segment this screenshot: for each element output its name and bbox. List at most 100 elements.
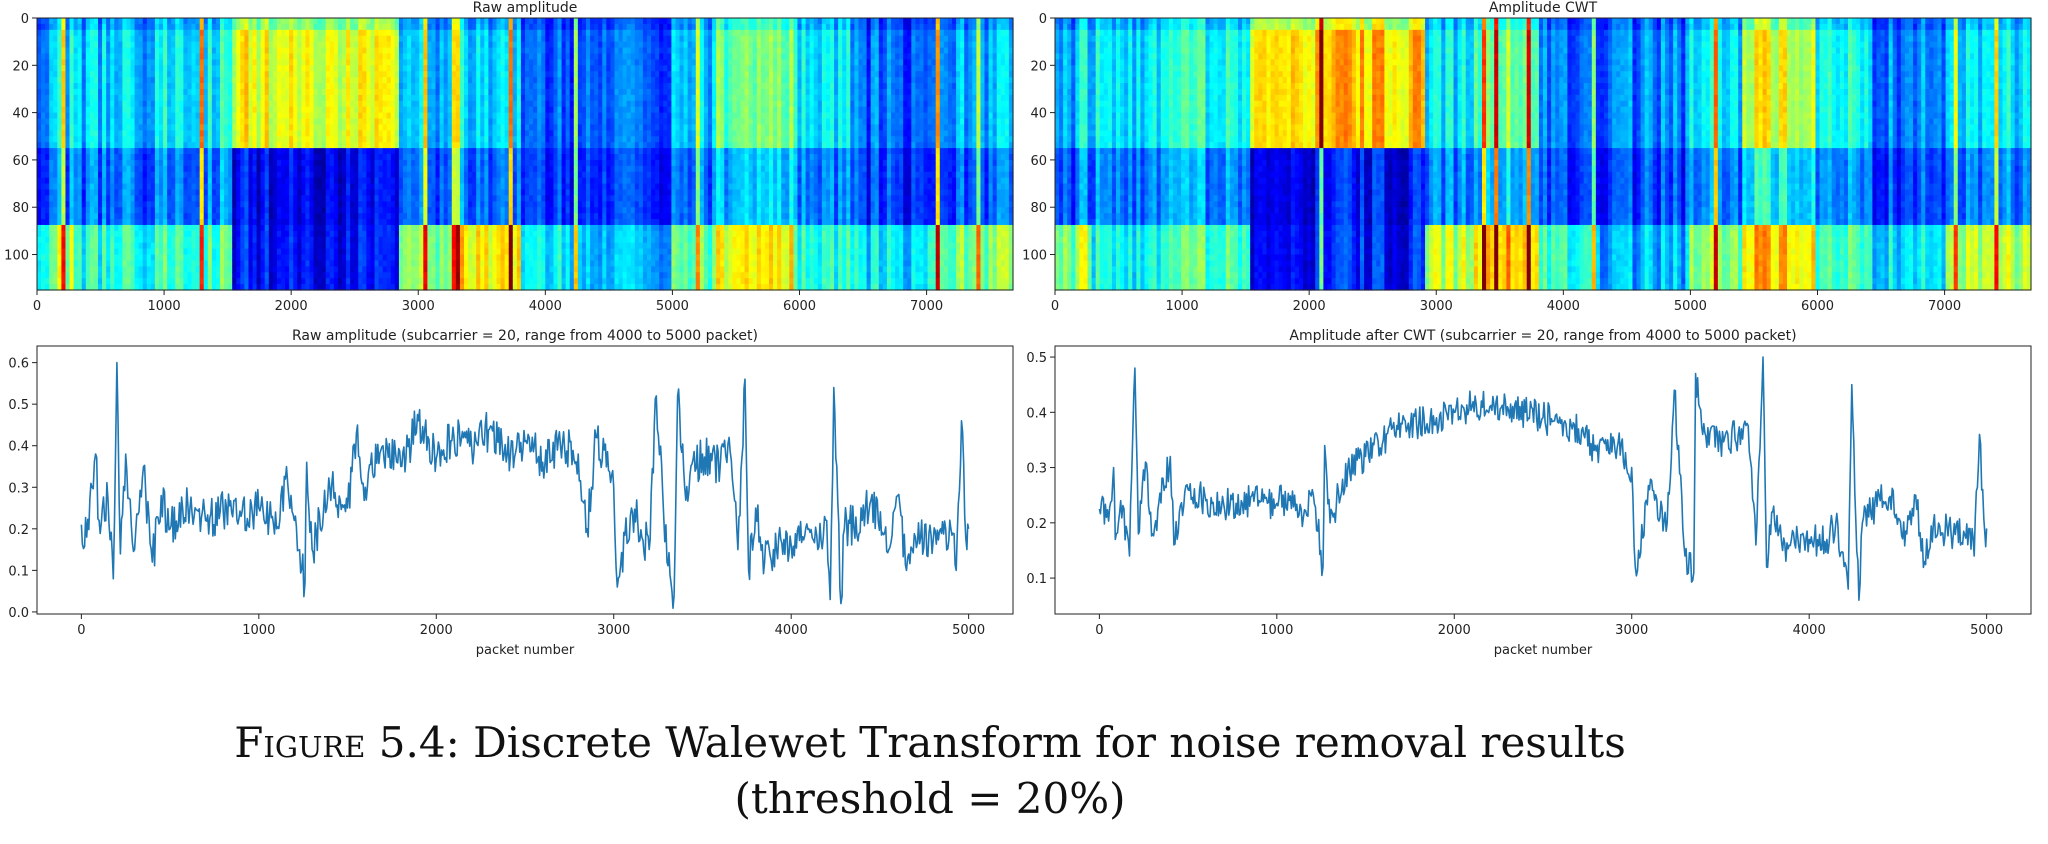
heatmap-cell <box>464 189 469 196</box>
heatmap-cell <box>281 148 286 155</box>
heatmap-cell <box>195 171 201 179</box>
heatmap-cell <box>77 207 83 214</box>
heatmap-cell <box>118 284 123 291</box>
heatmap-cell <box>468 278 473 285</box>
heatmap-cell <box>195 219 201 226</box>
heatmap-cell <box>220 266 225 273</box>
heatmap-cell <box>98 201 103 208</box>
heatmap-cell <box>427 94 433 102</box>
heatmap-cell <box>407 77 412 84</box>
heatmap-cell <box>403 94 408 102</box>
heatmap-cell <box>85 47 91 55</box>
heatmap-cell <box>289 201 294 208</box>
heatmap-cell <box>199 230 205 238</box>
heatmap-cell <box>390 219 396 226</box>
heatmap-cell <box>305 41 311 49</box>
heatmap-cell <box>350 94 355 102</box>
heatmap-cell <box>276 53 282 60</box>
heatmap-cell <box>443 106 449 114</box>
heatmap-cell <box>183 136 189 143</box>
heatmap-cell <box>252 284 258 291</box>
heatmap-cell <box>199 248 205 256</box>
heatmap-cell <box>354 207 359 214</box>
heatmap-cell <box>415 189 420 196</box>
heatmap-cell <box>439 165 445 173</box>
heatmap-cell <box>106 213 111 220</box>
heatmap-cell <box>468 201 473 208</box>
heatmap-cell <box>285 207 290 214</box>
heatmap-cell <box>382 124 388 131</box>
heatmap-cell <box>65 266 71 273</box>
heatmap-cell <box>167 201 172 208</box>
heatmap-cell <box>45 207 50 214</box>
heatmap-cell <box>317 248 323 256</box>
heatmap-cell <box>403 171 408 179</box>
heatmap-cell <box>374 177 380 185</box>
heatmap-cell <box>179 35 184 43</box>
heatmap-cell <box>366 29 372 37</box>
heatmap-cell <box>407 18 412 25</box>
heatmap-cell <box>342 124 347 131</box>
heatmap-cell <box>443 254 449 262</box>
heatmap-cell <box>305 224 311 232</box>
heatmap-cell <box>179 159 184 167</box>
heatmap-cell <box>329 130 335 137</box>
heatmap-cell <box>321 53 327 60</box>
heatmap-cell <box>69 230 75 238</box>
heatmap-cell <box>65 124 71 131</box>
heatmap-cell <box>285 154 290 161</box>
heatmap-cell <box>73 130 79 137</box>
heatmap-cell <box>305 236 311 244</box>
heatmap-cell <box>333 219 339 226</box>
heatmap-cell <box>443 224 449 232</box>
heatmap-cell <box>403 35 408 43</box>
heatmap-cell <box>451 219 457 226</box>
heatmap-cell <box>224 189 229 196</box>
heatmap-cell <box>114 183 119 191</box>
heatmap-cell <box>130 94 136 102</box>
heatmap-cell <box>102 18 107 25</box>
heatmap-cell <box>85 213 91 220</box>
heatmap-cell <box>309 18 315 25</box>
heatmap-cell <box>110 148 115 155</box>
heatmap-cell <box>215 154 221 161</box>
heatmap-cell <box>199 47 205 55</box>
heatmap-cell <box>370 142 376 149</box>
heatmap-cell <box>81 148 87 155</box>
heatmap-cell <box>65 224 71 232</box>
heatmap-cell <box>77 266 83 273</box>
heatmap-cell <box>81 47 87 55</box>
heatmap-cell <box>451 148 457 155</box>
heatmap-cell <box>464 106 469 114</box>
heatmap-cell <box>150 284 156 291</box>
heatmap-cell <box>134 272 140 279</box>
heatmap-cell <box>281 165 286 173</box>
heatmap-cell <box>130 77 136 84</box>
heatmap-cell <box>366 260 372 267</box>
heatmap-cell <box>386 201 392 208</box>
heatmap-cell <box>163 118 168 126</box>
heatmap-cell <box>102 94 107 102</box>
heatmap-cell <box>451 177 457 185</box>
heatmap-cell <box>468 177 473 185</box>
heatmap-cell <box>260 59 266 66</box>
heatmap-cell <box>370 177 376 185</box>
heatmap-cell <box>272 171 278 179</box>
heatmap-cell <box>53 278 58 285</box>
heatmap-cell <box>362 59 367 66</box>
heatmap-cell <box>451 278 457 285</box>
heatmap-cell <box>423 183 428 191</box>
heatmap-cell <box>126 23 132 31</box>
heatmap-cell <box>374 260 380 267</box>
heatmap-cell <box>61 242 67 250</box>
heatmap-cell <box>362 207 367 214</box>
heatmap-cell <box>69 130 75 137</box>
heatmap-cell <box>199 23 205 31</box>
heatmap-cell <box>150 213 156 220</box>
heatmap-cell <box>45 59 50 66</box>
heatmap-cell <box>244 278 250 285</box>
heatmap-cell <box>309 59 315 66</box>
heatmap-cell <box>65 23 71 31</box>
heatmap-cell <box>45 118 50 126</box>
heatmap-cell <box>268 165 274 173</box>
